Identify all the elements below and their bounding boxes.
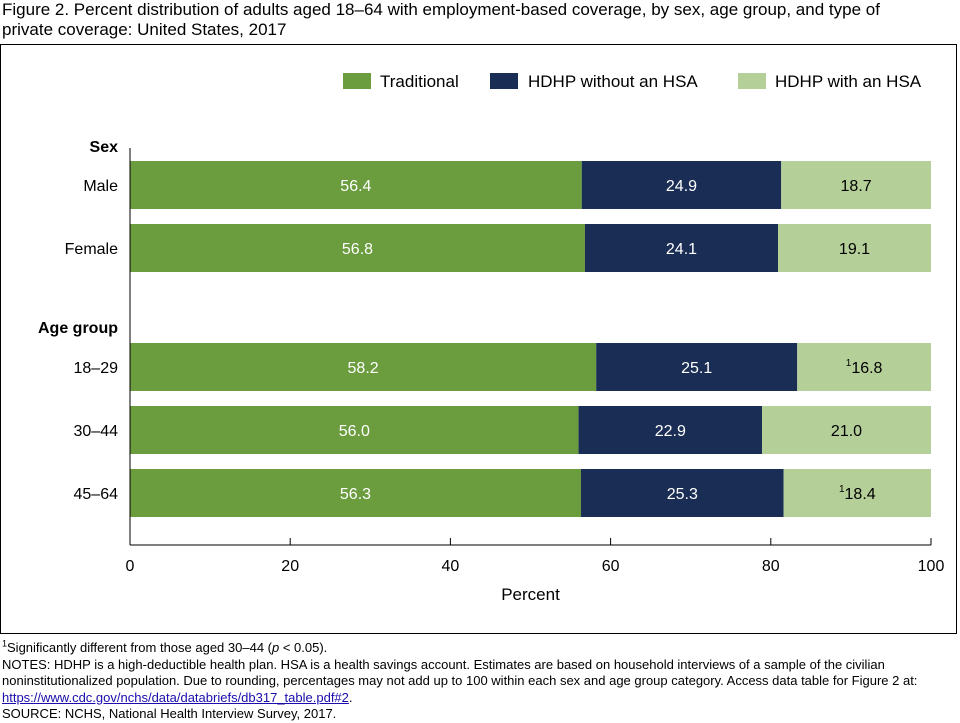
bar-traditional-male bbox=[130, 161, 582, 209]
category-label-30-44: 30–44 bbox=[74, 423, 119, 440]
x-axis-title: Percent bbox=[501, 585, 560, 604]
legend-swatch-traditional bbox=[343, 73, 371, 89]
bar-traditional-30-44 bbox=[130, 406, 579, 454]
x-tick-label-60: 60 bbox=[602, 558, 620, 575]
bar-hdhp-without-an-hsa-18-29 bbox=[596, 343, 798, 391]
data-label-traditional-male: 56.4 bbox=[340, 178, 371, 195]
bar-hdhp-without-an-hsa-female bbox=[584, 224, 779, 272]
data-table-link[interactable]: https://www.cdc.gov/nchs/data/databriefs… bbox=[2, 689, 349, 705]
data-label-footnote-mark: 1 bbox=[846, 358, 852, 369]
bar-traditional-45-64 bbox=[130, 469, 581, 517]
notes-line-1: NOTES: HDHP is a high-deductible health … bbox=[2, 656, 885, 672]
legend-label-hdhp-without-an-hsa: HDHP without an HSA bbox=[528, 72, 698, 91]
footnote-mark: 1 bbox=[2, 638, 8, 649]
data-label-value: 18.4 bbox=[845, 486, 876, 503]
data-label-traditional-18-29: 58.2 bbox=[348, 360, 379, 377]
bar-hdhp-without-an-hsa-male bbox=[581, 161, 782, 209]
bar-hdhp-with-an-hsa-male bbox=[781, 161, 931, 209]
bar-hdhp-with-an-hsa-18-29 bbox=[797, 343, 931, 391]
notes-link-line: https://www.cdc.gov/nchs/data/databriefs… bbox=[2, 690, 952, 707]
data-label-hdhp-with-an-hsa-45-64: 118.4 bbox=[839, 484, 876, 503]
category-label-female: Female bbox=[65, 241, 118, 258]
data-label-hdhp-with-an-hsa-male: 18.7 bbox=[841, 178, 872, 195]
data-label-hdhp-without-an-hsa-male: 24.9 bbox=[666, 178, 697, 195]
figure-title: Figure 2. Percent distribution of adults… bbox=[2, 0, 952, 40]
bar-hdhp-without-an-hsa-30-44 bbox=[578, 406, 762, 454]
bar-traditional-18-29 bbox=[130, 343, 597, 391]
data-label-traditional-30-44: 56.0 bbox=[339, 423, 370, 440]
chart-frame bbox=[0, 44, 957, 634]
data-label-hdhp-with-an-hsa-female: 19.1 bbox=[839, 241, 870, 258]
bar-hdhp-with-an-hsa-female bbox=[778, 224, 931, 272]
bar-hdhp-without-an-hsa-45-64 bbox=[580, 469, 784, 517]
figure-title-line-2: private coverage: United States, 2017 bbox=[2, 20, 287, 39]
data-label-hdhp-with-an-hsa-30-44: 21.0 bbox=[831, 423, 862, 440]
chart-notes: 1Significantly different from those aged… bbox=[2, 638, 952, 723]
data-label-footnote-mark: 1 bbox=[839, 484, 845, 495]
x-tick-label-0: 0 bbox=[126, 558, 135, 575]
data-label-traditional-45-64: 56.3 bbox=[340, 486, 371, 503]
x-tick-label-40: 40 bbox=[442, 558, 460, 575]
category-label-45-64: 45–64 bbox=[74, 486, 119, 503]
bar-hdhp-with-an-hsa-30-44 bbox=[761, 406, 931, 454]
link-period: . bbox=[348, 689, 353, 705]
footnote-rest: < 0.05). bbox=[279, 640, 328, 655]
category-label-18-29: 18–29 bbox=[74, 360, 119, 377]
x-tick-label-80: 80 bbox=[762, 558, 780, 575]
legend-label-traditional: Traditional bbox=[380, 72, 459, 91]
data-label-traditional-female: 56.8 bbox=[342, 241, 373, 258]
group-label-sex: Sex bbox=[90, 139, 119, 156]
bar-hdhp-with-an-hsa-45-64 bbox=[783, 469, 931, 517]
legend-label-hdhp-with-an-hsa: HDHP with an HSA bbox=[775, 72, 922, 91]
footnote-p: p bbox=[272, 640, 280, 655]
stacked-bar-chart: Traditional HDHP without an HSA HDHP with … bbox=[38, 72, 945, 604]
data-label-hdhp-with-an-hsa-18-29: 116.8 bbox=[846, 358, 883, 377]
notes-line-2: noninstitutionalized population. Due to … bbox=[2, 673, 918, 688]
data-label-hdhp-without-an-hsa-female: 24.1 bbox=[666, 241, 697, 258]
x-tick-label-100: 100 bbox=[918, 558, 945, 575]
data-label-hdhp-without-an-hsa-18-29: 25.1 bbox=[681, 360, 712, 377]
data-label-value: 16.8 bbox=[851, 360, 882, 377]
footnote-significance: 1Significantly different from those aged… bbox=[2, 638, 952, 657]
group-label-age-group: Age group bbox=[38, 320, 118, 337]
x-tick-label-20: 20 bbox=[281, 558, 299, 575]
legend-swatch-hdhp-without-an-hsa bbox=[490, 73, 518, 89]
source-line: SOURCE: NCHS, National Health Interview … bbox=[2, 706, 337, 721]
category-label-male: Male bbox=[83, 178, 118, 195]
data-label-hdhp-without-an-hsa-45-64: 25.3 bbox=[667, 486, 698, 503]
footnote-text: Significantly different from those aged … bbox=[7, 640, 272, 655]
figure-title-line-1: Figure 2. Percent distribution of adults… bbox=[2, 0, 880, 19]
data-label-hdhp-without-an-hsa-30-44: 22.9 bbox=[655, 423, 686, 440]
legend-swatch-hdhp-with-an-hsa bbox=[738, 73, 766, 89]
bar-traditional-female bbox=[130, 224, 585, 272]
